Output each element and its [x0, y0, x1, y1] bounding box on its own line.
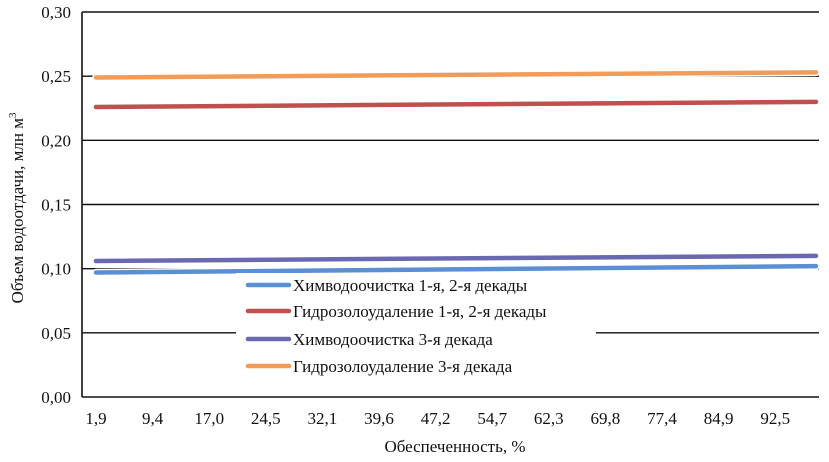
series-line-4: [93, 70, 819, 80]
x-tick-labels: 1,9 9,4 17,0 24,5 32,1 39,6 47,2 54,7 62,3 69,8 77…: [85, 409, 790, 428]
x-tick-label: 69,8: [591, 409, 621, 428]
legend-entry: Гидрозолоудаление 3-я декада: [293, 357, 513, 376]
x-tick-label: 84,9: [704, 409, 734, 428]
series-line-3: [93, 253, 819, 264]
y-tick-labels: 0,00 0,05 0,10 0,15 0,20 0,25 0,30: [41, 3, 71, 407]
x-tick-label: 62,3: [534, 409, 564, 428]
x-tick-label: 77,4: [647, 409, 677, 428]
axes: [81, 12, 819, 398]
series-line-1: [93, 263, 819, 275]
x-tick-label: 1,9: [85, 409, 106, 428]
x-tick-label: 17,0: [194, 409, 224, 428]
y-tick-label: 0,25: [41, 67, 71, 86]
x-tick-label: 9,4: [142, 409, 164, 428]
y-axis-label: Объем водоотдачи, млн м3: [7, 112, 27, 303]
legend-entry: Химводоочистка 3-я декада: [293, 330, 493, 349]
legend-entry: Гидрозолоудаление 1-я, 2-я декады: [293, 302, 547, 321]
x-tick-label: 47,2: [421, 409, 451, 428]
x-tick-label: 92,5: [760, 409, 790, 428]
x-tick-label: 39,6: [364, 409, 394, 428]
y-tick-label: 0,15: [41, 196, 71, 215]
series-lines: [92, 68, 820, 277]
x-tick-label: 24,5: [251, 409, 281, 428]
y-tick-label: 0,30: [41, 3, 71, 22]
y-axis-label-superscript: 3: [7, 112, 19, 118]
y-axis-label-text: Объем водоотдачи, млн м: [8, 118, 27, 304]
series-line-2: [93, 99, 819, 110]
y-tick-label: 0,00: [41, 388, 71, 407]
x-tick-label: 54,7: [477, 409, 507, 428]
y-tick-label: 0,20: [41, 131, 71, 150]
y-tick-label: 0,10: [41, 260, 71, 279]
legend-box: [236, 273, 596, 383]
x-tick-label: 32,1: [308, 409, 338, 428]
legend-entry: Химводоочистка 1-я, 2-я декады: [293, 276, 528, 295]
y-tick-label: 0,05: [41, 324, 71, 343]
legend: Химводоочистка 1-я, 2-я декады Гидрозолоу…: [236, 273, 596, 383]
x-axis-label: Обеспеченность, %: [384, 437, 525, 456]
